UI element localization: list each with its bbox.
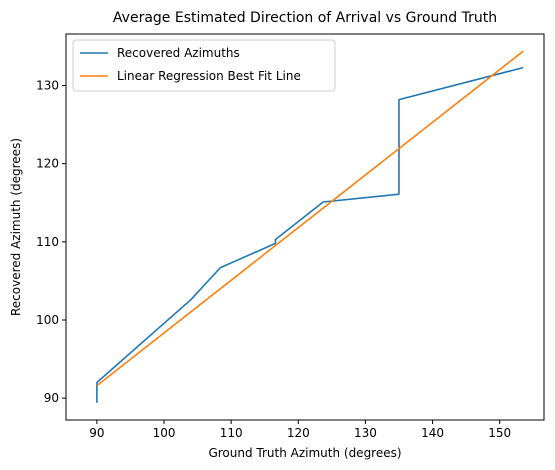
x-tick-label: 130 (354, 426, 377, 440)
x-tick-label: 120 (287, 426, 310, 440)
series-layer (96, 50, 524, 403)
legend-box (72, 39, 336, 92)
x-axis-label: Ground Truth Azimuth (degrees) (208, 446, 401, 460)
legend: Recovered Azimuths Linear Regression Bes… (72, 39, 336, 92)
y-tick-label: 100 (36, 313, 59, 327)
plot-area-frame (65, 33, 545, 421)
legend-label-recovered: Recovered Azimuths (117, 46, 240, 60)
y-tick-label: 130 (36, 79, 59, 93)
x-tick-label: 110 (220, 426, 243, 440)
x-axis: 90 100 110 120 130 140 150 (89, 420, 511, 440)
series-line-recovered-azimuths (96, 66, 524, 403)
y-tick-label: 90 (44, 391, 59, 405)
x-tick-label: 90 (89, 426, 104, 440)
chart-title: Average Estimated Direction of Arrival v… (113, 10, 497, 26)
legend-label-regression: Linear Regression Best Fit Line (117, 69, 301, 83)
y-axis: 90 100 110 120 130 (36, 79, 66, 405)
y-axis-label: Recovered Azimuth (degrees) (9, 138, 23, 316)
x-tick-label: 140 (421, 426, 444, 440)
x-tick-label: 100 (153, 426, 176, 440)
y-tick-label: 120 (36, 157, 59, 171)
x-tick-label: 150 (488, 426, 511, 440)
y-tick-label: 110 (36, 235, 59, 249)
series-line-regression-fit (96, 50, 524, 387)
